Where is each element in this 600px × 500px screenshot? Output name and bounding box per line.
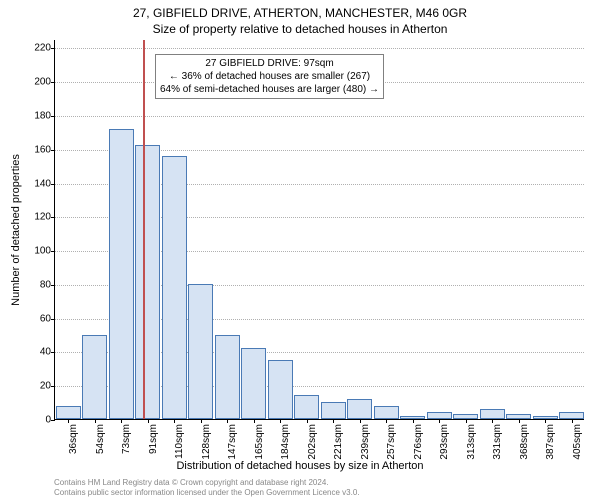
credits-text: Contains HM Land Registry data © Crown c… — [54, 478, 360, 497]
y-tick-mark — [51, 82, 55, 83]
x-tick-label: 257sqm — [386, 424, 389, 460]
histogram-bar — [559, 412, 584, 419]
credits-line1: Contains HM Land Registry data © Crown c… — [54, 478, 360, 488]
x-tick-mark — [333, 419, 334, 423]
x-tick-mark — [68, 419, 69, 423]
histogram-bar — [321, 402, 346, 419]
x-tick-mark — [254, 419, 255, 423]
x-tick-label: 313sqm — [466, 424, 469, 460]
x-tick-label: 202sqm — [307, 424, 310, 460]
x-tick-label: 165sqm — [254, 424, 257, 460]
x-tick-mark — [121, 419, 122, 423]
y-tick-mark — [51, 184, 55, 185]
y-tick-label: 180 — [25, 111, 51, 122]
chart-title-line2: Size of property relative to detached ho… — [0, 22, 600, 36]
histogram-bar — [268, 360, 293, 419]
x-tick-mark — [201, 419, 202, 423]
x-tick-mark — [413, 419, 414, 423]
x-tick-label: 276sqm — [413, 424, 416, 460]
x-tick-mark — [466, 419, 467, 423]
x-tick-label: 147sqm — [227, 424, 230, 460]
y-tick-label: 20 — [25, 381, 51, 392]
x-tick-mark — [227, 419, 228, 423]
histogram-bar — [135, 145, 160, 419]
y-tick-mark — [51, 150, 55, 151]
property-marker-line — [143, 40, 145, 419]
histogram-bar — [56, 406, 81, 420]
x-tick-label: 91sqm — [148, 424, 151, 454]
y-tick-label: 120 — [25, 212, 51, 223]
y-tick-label: 60 — [25, 313, 51, 324]
x-tick-mark — [307, 419, 308, 423]
y-tick-mark — [51, 420, 55, 421]
y-tick-mark — [51, 319, 55, 320]
x-tick-mark — [174, 419, 175, 423]
y-tick-mark — [51, 251, 55, 252]
y-tick-label: 100 — [25, 246, 51, 257]
y-tick-label: 220 — [25, 43, 51, 54]
x-tick-label: 368sqm — [519, 424, 522, 460]
y-tick-mark — [51, 48, 55, 49]
x-tick-mark — [360, 419, 361, 423]
annotation-line: 27 GIBFIELD DRIVE: 97sqm — [160, 57, 379, 70]
x-tick-mark — [545, 419, 546, 423]
x-tick-label: 293sqm — [439, 424, 442, 460]
x-tick-mark — [492, 419, 493, 423]
x-tick-label: 36sqm — [68, 424, 71, 454]
x-tick-label: 110sqm — [174, 424, 177, 459]
credits-line2: Contains public sector information licen… — [54, 488, 360, 498]
x-tick-label: 331sqm — [492, 424, 495, 460]
x-tick-mark — [386, 419, 387, 423]
x-tick-mark — [439, 419, 440, 423]
x-tick-mark — [572, 419, 573, 423]
histogram-bar — [109, 129, 134, 419]
y-tick-mark — [51, 217, 55, 218]
x-tick-mark — [519, 419, 520, 423]
x-tick-mark — [280, 419, 281, 423]
y-tick-mark — [51, 386, 55, 387]
y-tick-label: 200 — [25, 77, 51, 88]
x-tick-label: 184sqm — [280, 424, 283, 460]
y-axis-label: Number of detached properties — [10, 40, 30, 420]
y-tick-label: 80 — [25, 279, 51, 290]
gridline — [55, 116, 584, 117]
histogram-bar — [82, 335, 107, 419]
x-tick-label: 73sqm — [121, 424, 124, 454]
y-tick-mark — [51, 285, 55, 286]
y-tick-mark — [51, 352, 55, 353]
y-tick-label: 0 — [25, 415, 51, 426]
histogram-bar — [215, 335, 240, 419]
x-tick-label: 405sqm — [572, 424, 575, 460]
annotation-line: ← 36% of detached houses are smaller (26… — [160, 70, 379, 83]
y-tick-label: 40 — [25, 347, 51, 358]
x-tick-mark — [95, 419, 96, 423]
x-tick-label: 128sqm — [201, 424, 204, 460]
chart-title-line1: 27, GIBFIELD DRIVE, ATHERTON, MANCHESTER… — [0, 6, 600, 20]
histogram-plot-area: 02040608010012014016018020022036sqm54sqm… — [54, 40, 584, 420]
histogram-bar — [374, 406, 399, 420]
y-tick-mark — [51, 116, 55, 117]
x-axis-label: Distribution of detached houses by size … — [0, 460, 600, 472]
gridline — [55, 48, 584, 49]
histogram-bar — [188, 284, 213, 419]
histogram-bar — [480, 409, 505, 419]
x-tick-mark — [148, 419, 149, 423]
histogram-bar — [294, 395, 319, 419]
x-tick-label: 221sqm — [333, 424, 336, 460]
annotation-line: 64% of semi-detached houses are larger (… — [160, 83, 379, 96]
histogram-bar — [427, 412, 452, 419]
x-tick-label: 239sqm — [360, 424, 363, 460]
x-tick-label: 387sqm — [545, 424, 548, 460]
histogram-bar — [347, 399, 372, 419]
x-tick-label: 54sqm — [95, 424, 98, 454]
histogram-bar — [162, 156, 187, 419]
histogram-bar — [241, 348, 266, 419]
y-tick-label: 140 — [25, 178, 51, 189]
y-tick-label: 160 — [25, 144, 51, 155]
annotation-box: 27 GIBFIELD DRIVE: 97sqm← 36% of detache… — [155, 54, 384, 99]
